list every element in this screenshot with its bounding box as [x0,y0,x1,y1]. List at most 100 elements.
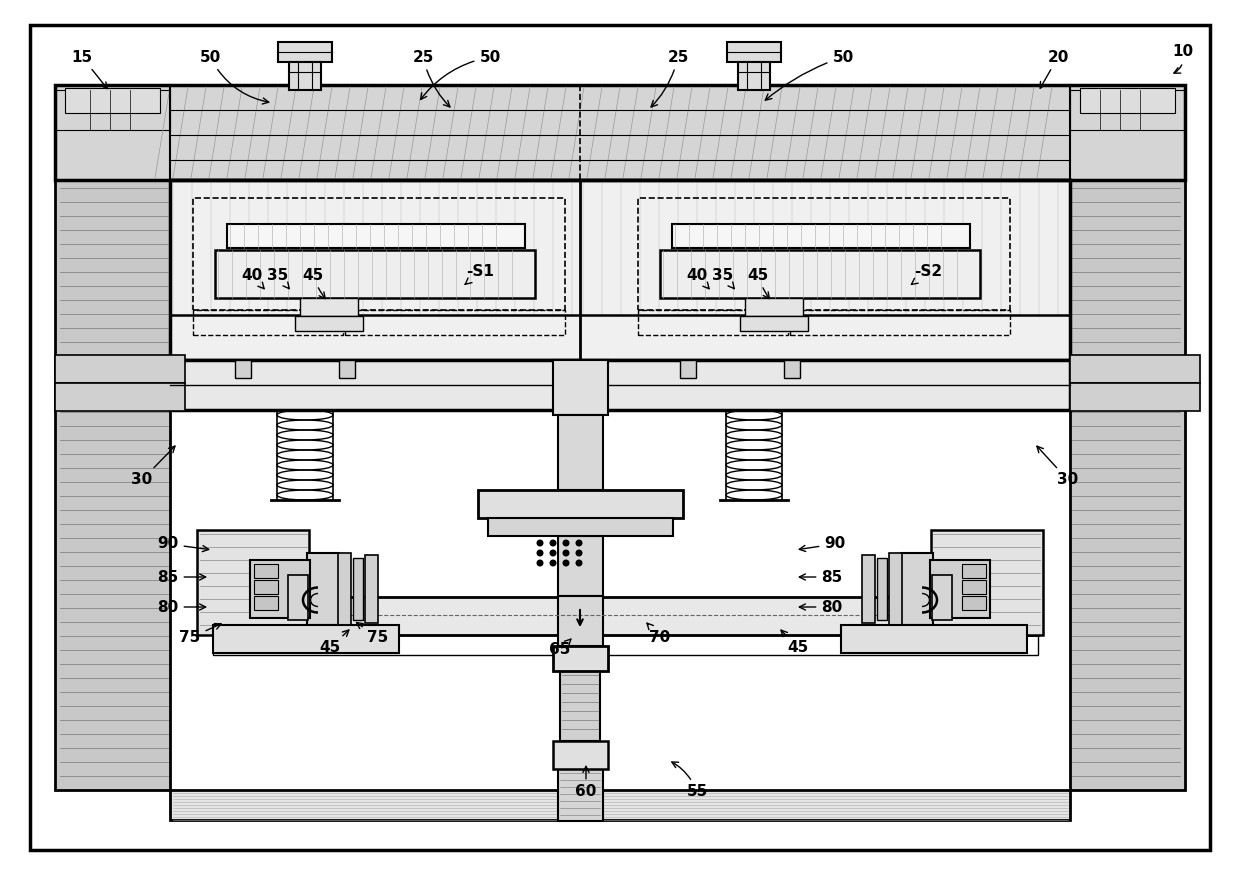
Bar [295,316,363,331]
Text: -S1: -S1 [465,264,494,284]
Bar [213,597,1038,635]
Text: 45: 45 [781,630,808,655]
Bar [339,360,355,378]
Text: 55: 55 [672,762,708,800]
Bar [339,553,351,625]
Bar [558,536,603,596]
Bar [345,310,565,335]
Bar [55,355,185,383]
Bar [250,560,310,618]
Bar [553,741,608,769]
Bar [740,316,808,331]
Text: 30: 30 [1037,446,1079,487]
Bar [353,558,363,620]
Bar [289,62,321,90]
Bar [553,646,608,671]
Text: 30: 30 [131,446,175,487]
Bar [1070,90,1185,130]
Bar [197,530,309,635]
Circle shape [537,550,543,556]
Circle shape [537,560,543,566]
Bar [889,553,901,625]
Text: 60: 60 [575,766,596,800]
Bar [55,90,170,130]
Text: 90: 90 [800,536,846,551]
Circle shape [577,560,582,566]
Text: 45: 45 [303,268,325,298]
Text: 10: 10 [1173,45,1194,74]
Bar [877,558,887,620]
Circle shape [551,540,556,546]
Bar [558,415,603,490]
Bar [1070,355,1200,383]
Bar [962,564,986,578]
Bar [227,224,525,248]
Bar [639,310,787,335]
Bar [862,555,875,623]
Circle shape [537,540,543,546]
Text: 45: 45 [320,630,348,655]
Text: 80: 80 [800,599,843,614]
Bar [931,530,1043,635]
Bar [558,769,603,821]
Circle shape [551,560,556,566]
Bar [254,596,278,610]
Bar [254,580,278,594]
Text: 35: 35 [268,268,289,289]
Bar [55,85,1185,180]
Circle shape [577,540,582,546]
Text: 75: 75 [180,624,221,646]
Bar [64,88,160,113]
Bar [962,596,986,610]
Text: 40: 40 [687,268,709,289]
Bar [213,625,399,653]
Bar [213,635,1038,655]
Text: 40: 40 [242,268,264,289]
Bar [672,224,970,248]
Text: 80: 80 [157,599,206,614]
Circle shape [563,550,569,556]
Text: 50: 50 [200,50,269,104]
Bar [254,564,278,578]
Circle shape [563,560,569,566]
Text: 45: 45 [748,268,769,298]
Bar [962,580,986,594]
Bar [932,575,952,620]
Text: -S2: -S2 [911,264,942,284]
Text: 75: 75 [357,622,388,646]
Text: 20: 20 [1040,50,1069,88]
Bar [841,625,1027,653]
Circle shape [551,550,556,556]
Bar [308,553,339,625]
Bar [745,298,804,316]
Text: 85: 85 [157,570,206,584]
Bar [215,250,534,298]
Bar [738,62,770,90]
Bar [660,250,980,298]
Bar [300,298,358,316]
Circle shape [577,550,582,556]
Text: 50: 50 [420,50,501,100]
Bar [236,360,250,378]
Bar [55,383,185,411]
Bar [365,555,378,623]
Bar [489,518,673,536]
Bar [170,790,1070,820]
Bar [639,198,1011,310]
Bar [288,575,308,620]
Text: 25: 25 [651,50,688,107]
Bar [1070,85,1185,790]
Bar [901,553,932,625]
Bar [55,85,170,790]
Bar [680,360,696,378]
Text: 85: 85 [800,570,843,584]
Text: 15: 15 [72,50,108,88]
Bar [170,360,1070,410]
Bar [553,360,608,415]
Text: 25: 25 [413,50,450,107]
Text: 90: 90 [157,536,208,551]
Bar [560,671,600,741]
Bar [1070,383,1200,411]
Circle shape [563,540,569,546]
Bar [727,42,781,62]
